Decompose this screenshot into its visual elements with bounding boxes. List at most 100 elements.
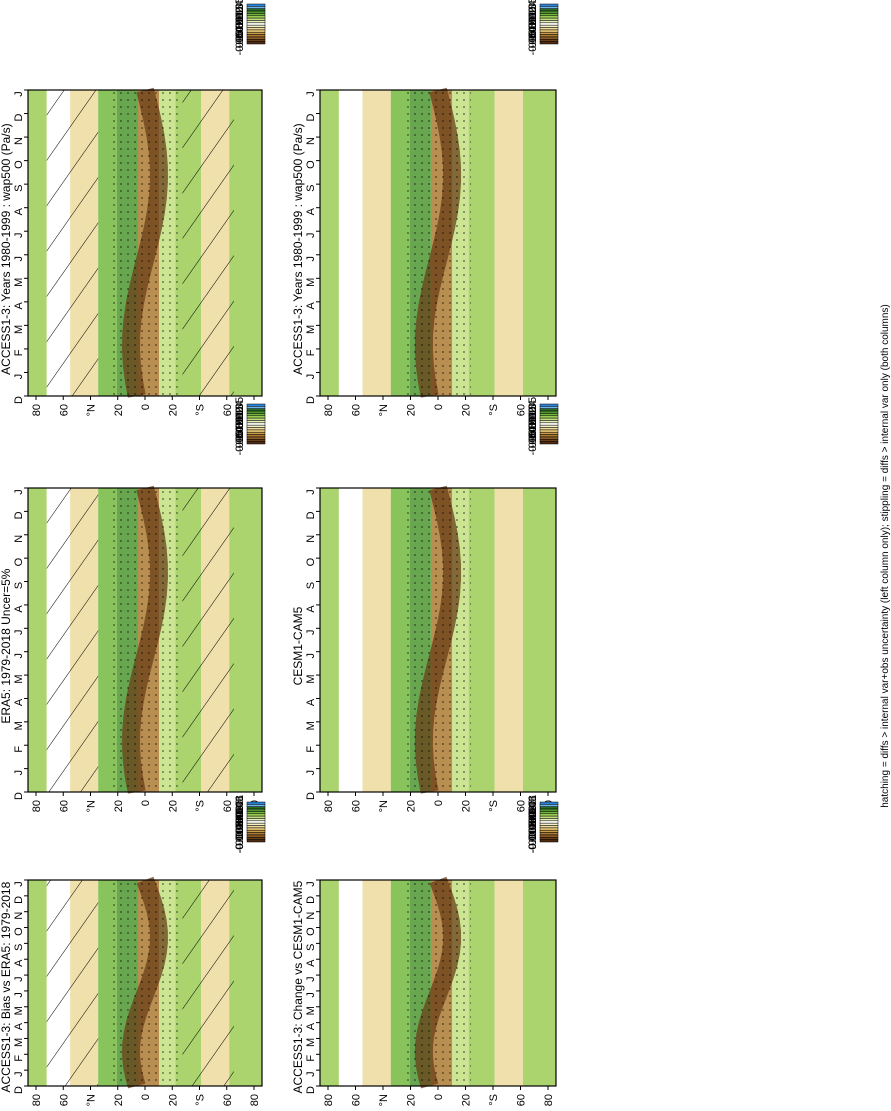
colorbar-swatch [539,17,559,21]
colorbar-swatch [539,427,559,431]
colorbar-swatch [246,15,266,19]
colorbar-label: 0 [527,22,539,28]
colorbar-swatch [246,31,266,35]
colorbar-label: -0.04 [234,427,246,452]
stippling [404,488,472,792]
colorbar-swatch [539,22,559,26]
colorbar-swatch [246,834,266,838]
colorbar-label: 0.03 [234,404,246,425]
colorbar-label: 0.002 [234,806,246,834]
field-band [494,488,523,792]
colorbar-label: 0.01 [527,411,539,432]
month-tick-label: O [13,160,25,169]
colorbar-swatch [539,834,559,838]
lat-tick-label: 60 [58,404,70,416]
month-tick-label: J [13,374,25,380]
colorbar-swatch [246,39,266,42]
month-tick-label: A [13,698,25,706]
colorbar-label: -0.04 [234,27,246,52]
lat-tick-label: 0 [433,800,445,806]
month-tick-label: D [305,1086,317,1094]
colorbar-swatch [539,6,559,9]
colorbar-swatch [539,31,559,35]
colorbar-swatch [539,420,559,424]
month-tick-label: M [305,1038,317,1047]
month-tick-label: J [13,976,25,982]
colorbar-swatch [539,441,559,445]
field-band [468,488,495,792]
colorbar-swatch [539,417,559,421]
colorbar-swatch [246,20,266,24]
month-tick-label: J [13,992,25,998]
colorbar-label: 0.01 [527,11,539,32]
colorbar-swatch [246,434,266,438]
month-tick-label: D [13,1086,25,1094]
month-tick-label: J [305,881,317,887]
colorbar-swatch [539,29,559,33]
field-band [229,880,262,1086]
month-tick-label: S [305,582,317,589]
month-tick-label: M [13,1006,25,1015]
lat-tick-label: 20 [461,800,473,812]
month-tick-label: A [13,1022,25,1030]
colorbar-label: -0.006 [527,818,539,849]
hatching [46,880,99,1086]
lat-tick-label: °S [195,800,207,812]
colorbar-label: 0 [234,820,246,826]
lat-tick-label: 80 [323,800,335,812]
month-tick-label: M [305,325,317,334]
field-band [522,880,556,1086]
colorbar-swatch [539,3,559,7]
month-tick-label: J [13,653,25,659]
colorbar-swatch [246,6,266,9]
panel-1: 8060°N20020°S6080DJFMAMJJASONDJACCESS1-3… [0,87,263,416]
colorbar-swatch [246,24,266,28]
panel-title: ACCESS1-3: Years 1980-1999 : wap500 (Pa/… [291,123,305,374]
month-tick-label: D [13,396,25,404]
colorbar-label: -0.01 [527,16,539,41]
colorbar-swatch [539,41,559,45]
colorbar-swatch [539,818,559,822]
panel-2: 8060°N20020°S6080DJFMAMJJASONDJACCESS1-3… [291,87,557,416]
colorbar-label: 0.02 [527,407,539,428]
stippling [404,90,472,396]
lat-tick-label: 20 [406,1094,418,1106]
month-tick-label: D [305,114,317,122]
month-tick-label: D [305,396,317,404]
colorbar-label: 0.04 [527,0,539,21]
field-band [28,880,47,1086]
month-tick-label: N [305,535,317,543]
colorbar-swatch [539,422,559,426]
colorbar-label: 0.04 [234,400,246,421]
month-tick-label: S [305,944,317,951]
lat-tick-label: 20 [461,404,473,416]
lat-tick-label: 60 [351,1094,363,1106]
panel-title: ERA5: 1979-2018 Uncer=5% [0,568,13,723]
lat-tick-label: 0 [140,1094,152,1100]
colorbar-label: 0.03 [234,4,246,25]
lat-tick-label: 80 [31,800,43,812]
field-band [494,90,523,396]
month-tick-label: J [13,630,25,636]
colorbar-swatch [246,403,266,407]
field-band [229,90,262,396]
month-tick-label: J [305,1071,317,1077]
colorbar-label: -0.05 [234,30,246,55]
month-tick-label: M [305,1006,317,1015]
month-tick-label: J [13,881,25,887]
lat-tick-label: 0 [433,404,445,410]
lat-tick-label: °N [378,404,390,416]
colorbar-swatch [246,804,266,807]
month-tick-label: O [305,927,317,936]
hatching [46,90,99,396]
month-tick-label: M [13,674,25,683]
colorbar-label: -0.008 [234,822,246,853]
colorbar-swatch [246,3,266,7]
month-tick-label: D [13,792,25,800]
colorbar-label: -0.05 [527,30,539,55]
field-band [320,488,339,792]
colorbar-swatch [539,39,559,42]
colorbar-swatch [246,801,266,805]
colorbar-label: -0.03 [527,23,539,48]
